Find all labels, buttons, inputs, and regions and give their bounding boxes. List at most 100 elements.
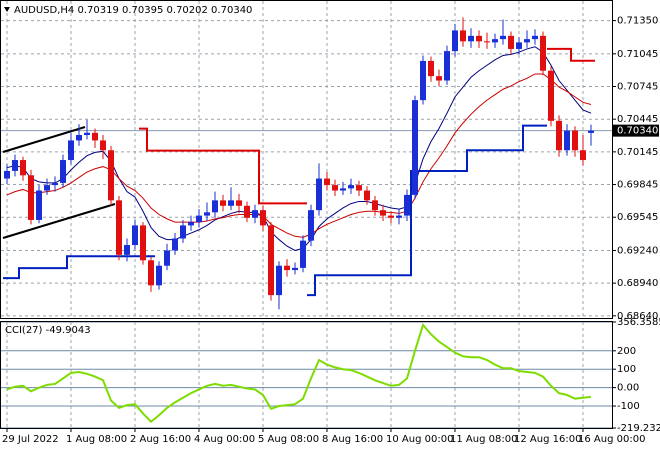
candle-body [580,150,586,161]
x-tick-label: 12 Aug 16:00 [514,434,581,445]
y-tick-label: 0.69240 [617,245,658,256]
x-tick-label: 29 Jul 2022 [2,434,59,445]
candle-body [60,160,66,183]
candle-body [68,140,74,161]
candle-body [420,60,426,101]
y-tick-label: 0.71045 [617,49,658,60]
candle-body [196,215,202,223]
x-tick-label: 8 Aug 16:00 [322,434,383,445]
candle-body [124,245,130,255]
y-tick-label: 356.3585 [617,317,660,328]
candle-body [108,150,114,201]
candle-body [252,210,258,218]
candle-body [228,200,234,206]
price-tag [613,124,659,137]
y-tick-label: 0.70445 [617,114,658,125]
candle-body [484,41,490,43]
candle-body [20,160,26,176]
candle-body [260,210,266,226]
candle-body [372,200,378,211]
candle-body [468,35,474,42]
main-frame [0,0,613,319]
candle-body [100,140,106,151]
y-tick-label: 0.71350 [617,16,658,27]
candle-body [172,238,178,251]
marks [3,17,595,424]
price-tag-label: 0.70340 [617,126,658,137]
candle-body [516,42,522,49]
candle-body [28,175,34,220]
candle-body [180,225,186,239]
candle-body [244,205,250,218]
candle-body [212,200,218,213]
y-tick-label: 200 [617,346,636,357]
x-tick-label: 4 Aug 00:00 [194,434,255,445]
candle-body [52,182,58,186]
y-tick-label: 0.68940 [617,278,658,289]
candle-body [324,178,330,186]
candle-body [4,170,10,179]
candle-body [164,250,170,266]
candle-body [156,265,162,286]
candle-body [116,200,122,255]
candle-body [588,130,594,133]
candle-body [36,190,42,220]
candle-body [300,240,306,268]
y-tick-label: 0.68640 [617,311,658,322]
y-tick-label: 0.00 [617,383,639,394]
x-tick-label: 16 Aug 00:00 [578,434,645,445]
moving-average [6,46,592,251]
y-tick-label: -100 [617,401,640,412]
x-tick-label: 5 Aug 08:00 [258,434,319,445]
candle-body [572,130,578,151]
candle-body [364,190,370,201]
candle-body [436,76,442,81]
step-line [139,47,595,205]
step-line [3,124,547,297]
candle-body [348,185,354,189]
candle-body [444,51,450,81]
candle-body [236,200,242,206]
cci-line [6,323,592,424]
candle-body [92,132,98,141]
candle-body [76,134,82,141]
candle-body [548,70,554,121]
candle-body [284,265,290,271]
candle-body [412,100,418,195]
candle-body [332,185,338,191]
candle-body [316,178,322,211]
candle-body [452,30,458,52]
candle-body [292,267,298,271]
candle-body [84,132,90,135]
candle-body [380,210,386,216]
chart-title: AUDUSD,H4 0.70319 0.70395 0.70202 0.7034… [14,5,252,16]
candle-body [308,210,314,241]
candle-body [428,60,434,77]
y-tick-label: 100 [617,364,636,375]
candle-body [460,30,466,42]
x-tick-label: 11 Aug 08:00 [450,434,517,445]
candle-body [220,200,226,206]
moving-average [6,73,592,238]
y-tick-label: 0.69845 [617,180,658,191]
candle-body [540,35,546,71]
candle-body [276,265,282,296]
x-tick-label: 2 Aug 16:00 [130,434,191,445]
candle-body [148,260,154,286]
candle-body [140,225,146,261]
x-tick-label: 1 Aug 08:00 [66,434,127,445]
candle-body [508,35,514,49]
candle-body [188,222,194,226]
y-tick-label: -219.2329 [617,423,660,434]
cci-title: CCI(27) -49.9043 [5,325,91,336]
candle-body [12,160,18,171]
candle-body [564,130,570,151]
candle-body [268,225,274,296]
candle-body [356,185,362,191]
candle-body [388,215,394,218]
candle-body [532,35,538,40]
y-tick-label: 0.69545 [617,212,658,223]
x-tick-label: 10 Aug 00:00 [386,434,453,445]
